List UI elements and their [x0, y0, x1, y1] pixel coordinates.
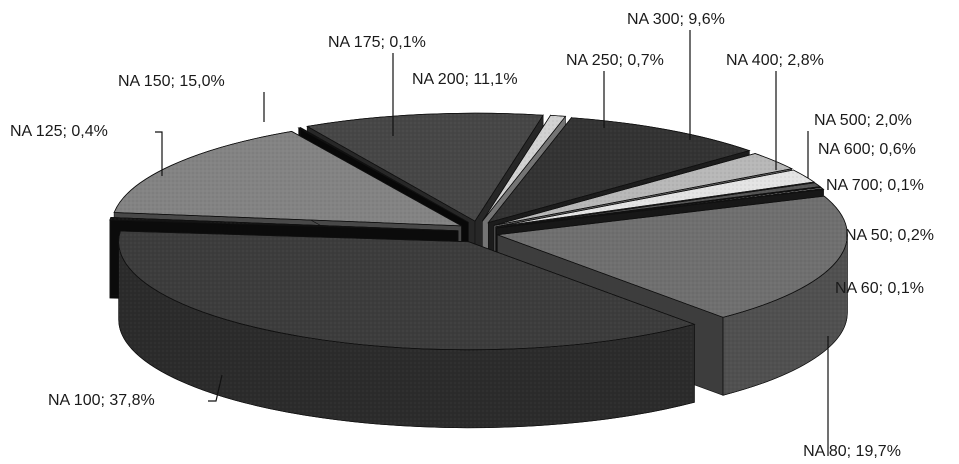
slice-texture-na-200 — [306, 112, 544, 222]
slice-label-na-600: NA 600; 0,6% — [818, 141, 916, 158]
slice-label-na-300: NA 300; 9,6% — [627, 11, 725, 28]
slice-texture-na-400 — [493, 153, 793, 226]
slice-label-na-150: NA 150; 15,0% — [118, 73, 225, 90]
slice-label-na-700: NA 700; 0,1% — [826, 177, 924, 194]
slice-tops — [109, 112, 848, 351]
slice-texture-na-250 — [482, 114, 567, 222]
slice-label-na-250: NA 250; 0,7% — [566, 52, 664, 69]
slice-texture-na-150 — [113, 131, 462, 227]
slice-label-na-100: NA 100; 37,8% — [48, 392, 155, 409]
slice-label-na-175: NA 175; 0,1% — [328, 34, 426, 51]
slice-label-na-60: NA 60; 0,1% — [835, 280, 924, 297]
slice-label-na-200: NA 200; 11,1% — [412, 71, 518, 88]
slice-texture-na-100 — [118, 230, 696, 351]
leader-lines — [155, 30, 829, 456]
slice-texture-na-700 — [496, 186, 822, 229]
slice-texture-na-500 — [495, 169, 816, 228]
slice-texture-na-175 — [297, 127, 469, 223]
slice-texture-na-300 — [487, 117, 751, 224]
slice-label-na-50: NA 50; 0,2% — [845, 227, 934, 244]
slice-label-na-400: NA 400; 2,8% — [726, 52, 824, 69]
slice-texture-na-60 — [496, 188, 825, 229]
slice-label-na-125: NA 125; 0,4% — [10, 123, 108, 140]
slice-labels: NA 50; 0,2% NA 60; 0,1% NA 80; 19,7% NA 100… — [10, 11, 934, 460]
slice-texture-na-80 — [497, 195, 848, 318]
slice-label-na-80: NA 80; 19,7% — [803, 443, 901, 460]
slice-texture-na-125 — [109, 217, 459, 232]
leader-line-na-100 — [208, 374, 223, 402]
leader-line-na-125 — [155, 131, 163, 176]
slice-label-na-500: NA 500; 2,0% — [814, 112, 912, 129]
